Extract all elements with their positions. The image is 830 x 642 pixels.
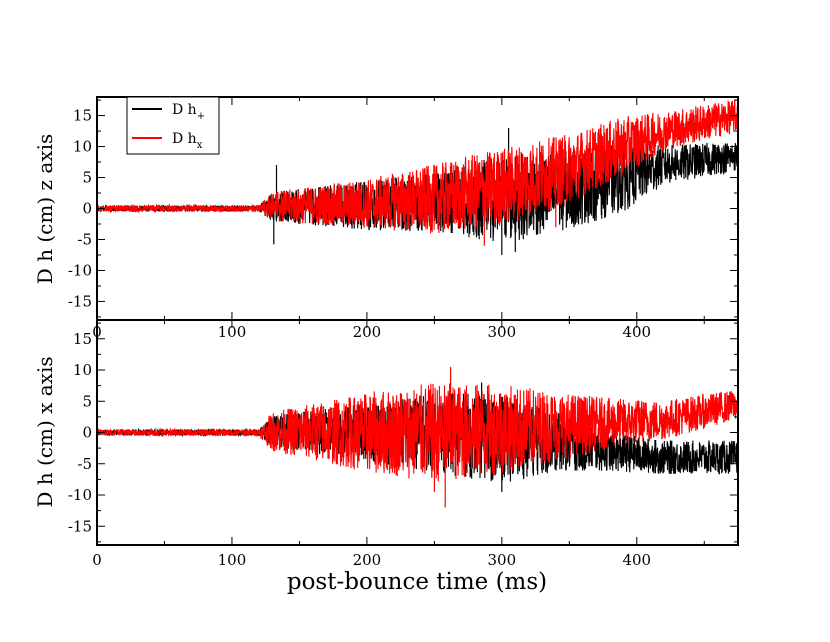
- ytick-label-1-2: -5: [77, 455, 92, 473]
- ytick-label-0-2: -5: [77, 230, 92, 248]
- xtick-label-1-0: 0: [92, 551, 102, 569]
- ytick-label-1-3: 0: [82, 424, 92, 442]
- ytick-label-1-0: -15: [68, 517, 92, 535]
- legend: D h+ D hx: [126, 96, 220, 155]
- xtick-label-1-1: 100: [218, 551, 247, 569]
- xaxis-title: post-bounce time (ms): [287, 569, 547, 595]
- ytick-label-0-6: 15: [73, 107, 92, 125]
- top-ylabel: D h (cm) z axis: [33, 134, 57, 285]
- legend-label-plus: D h+: [172, 102, 205, 122]
- legend-label-x: D hx: [172, 131, 203, 151]
- ytick-label-0-4: 5: [82, 169, 92, 187]
- ytick-label-0-3: 0: [82, 200, 92, 218]
- xtick-label-0-4: 400: [622, 323, 651, 341]
- ytick-label-0-0: -15: [68, 292, 92, 310]
- ytick-label-1-4: 5: [82, 392, 92, 410]
- xtick-label-0-1: 100: [218, 323, 247, 341]
- legend-box: [126, 96, 220, 155]
- legend-label-x-main: D h: [172, 131, 197, 147]
- ytick-label-0-5: 10: [73, 138, 92, 156]
- ytick-label-1-1: -10: [68, 486, 92, 504]
- xtick-label-0-2: 200: [353, 323, 382, 341]
- legend-label-plus-main: D h: [172, 102, 197, 118]
- ytick-label-0-1: -10: [68, 261, 92, 279]
- legend-label-plus-sub: +: [197, 111, 205, 122]
- legend-label-x-sub: x: [197, 140, 203, 151]
- bottom-panel-series: [97, 366, 738, 508]
- bottom-ylabel: D h (cm) x axis: [33, 356, 57, 507]
- xtick-label-1-4: 400: [622, 551, 651, 569]
- xtick-label-1-2: 200: [353, 551, 382, 569]
- ytick-label-1-6: 15: [73, 330, 92, 348]
- ytick-label-1-5: 10: [73, 361, 92, 379]
- xtick-label-0-3: 300: [488, 323, 517, 341]
- series-line-z-axis-1: [97, 99, 738, 234]
- series-line-x-axis-1: [97, 383, 738, 482]
- xtick-label-1-3: 300: [488, 551, 517, 569]
- xtick-label-0-0: 0: [92, 323, 102, 341]
- top-panel-series: [97, 97, 738, 255]
- axes: [96, 96, 739, 546]
